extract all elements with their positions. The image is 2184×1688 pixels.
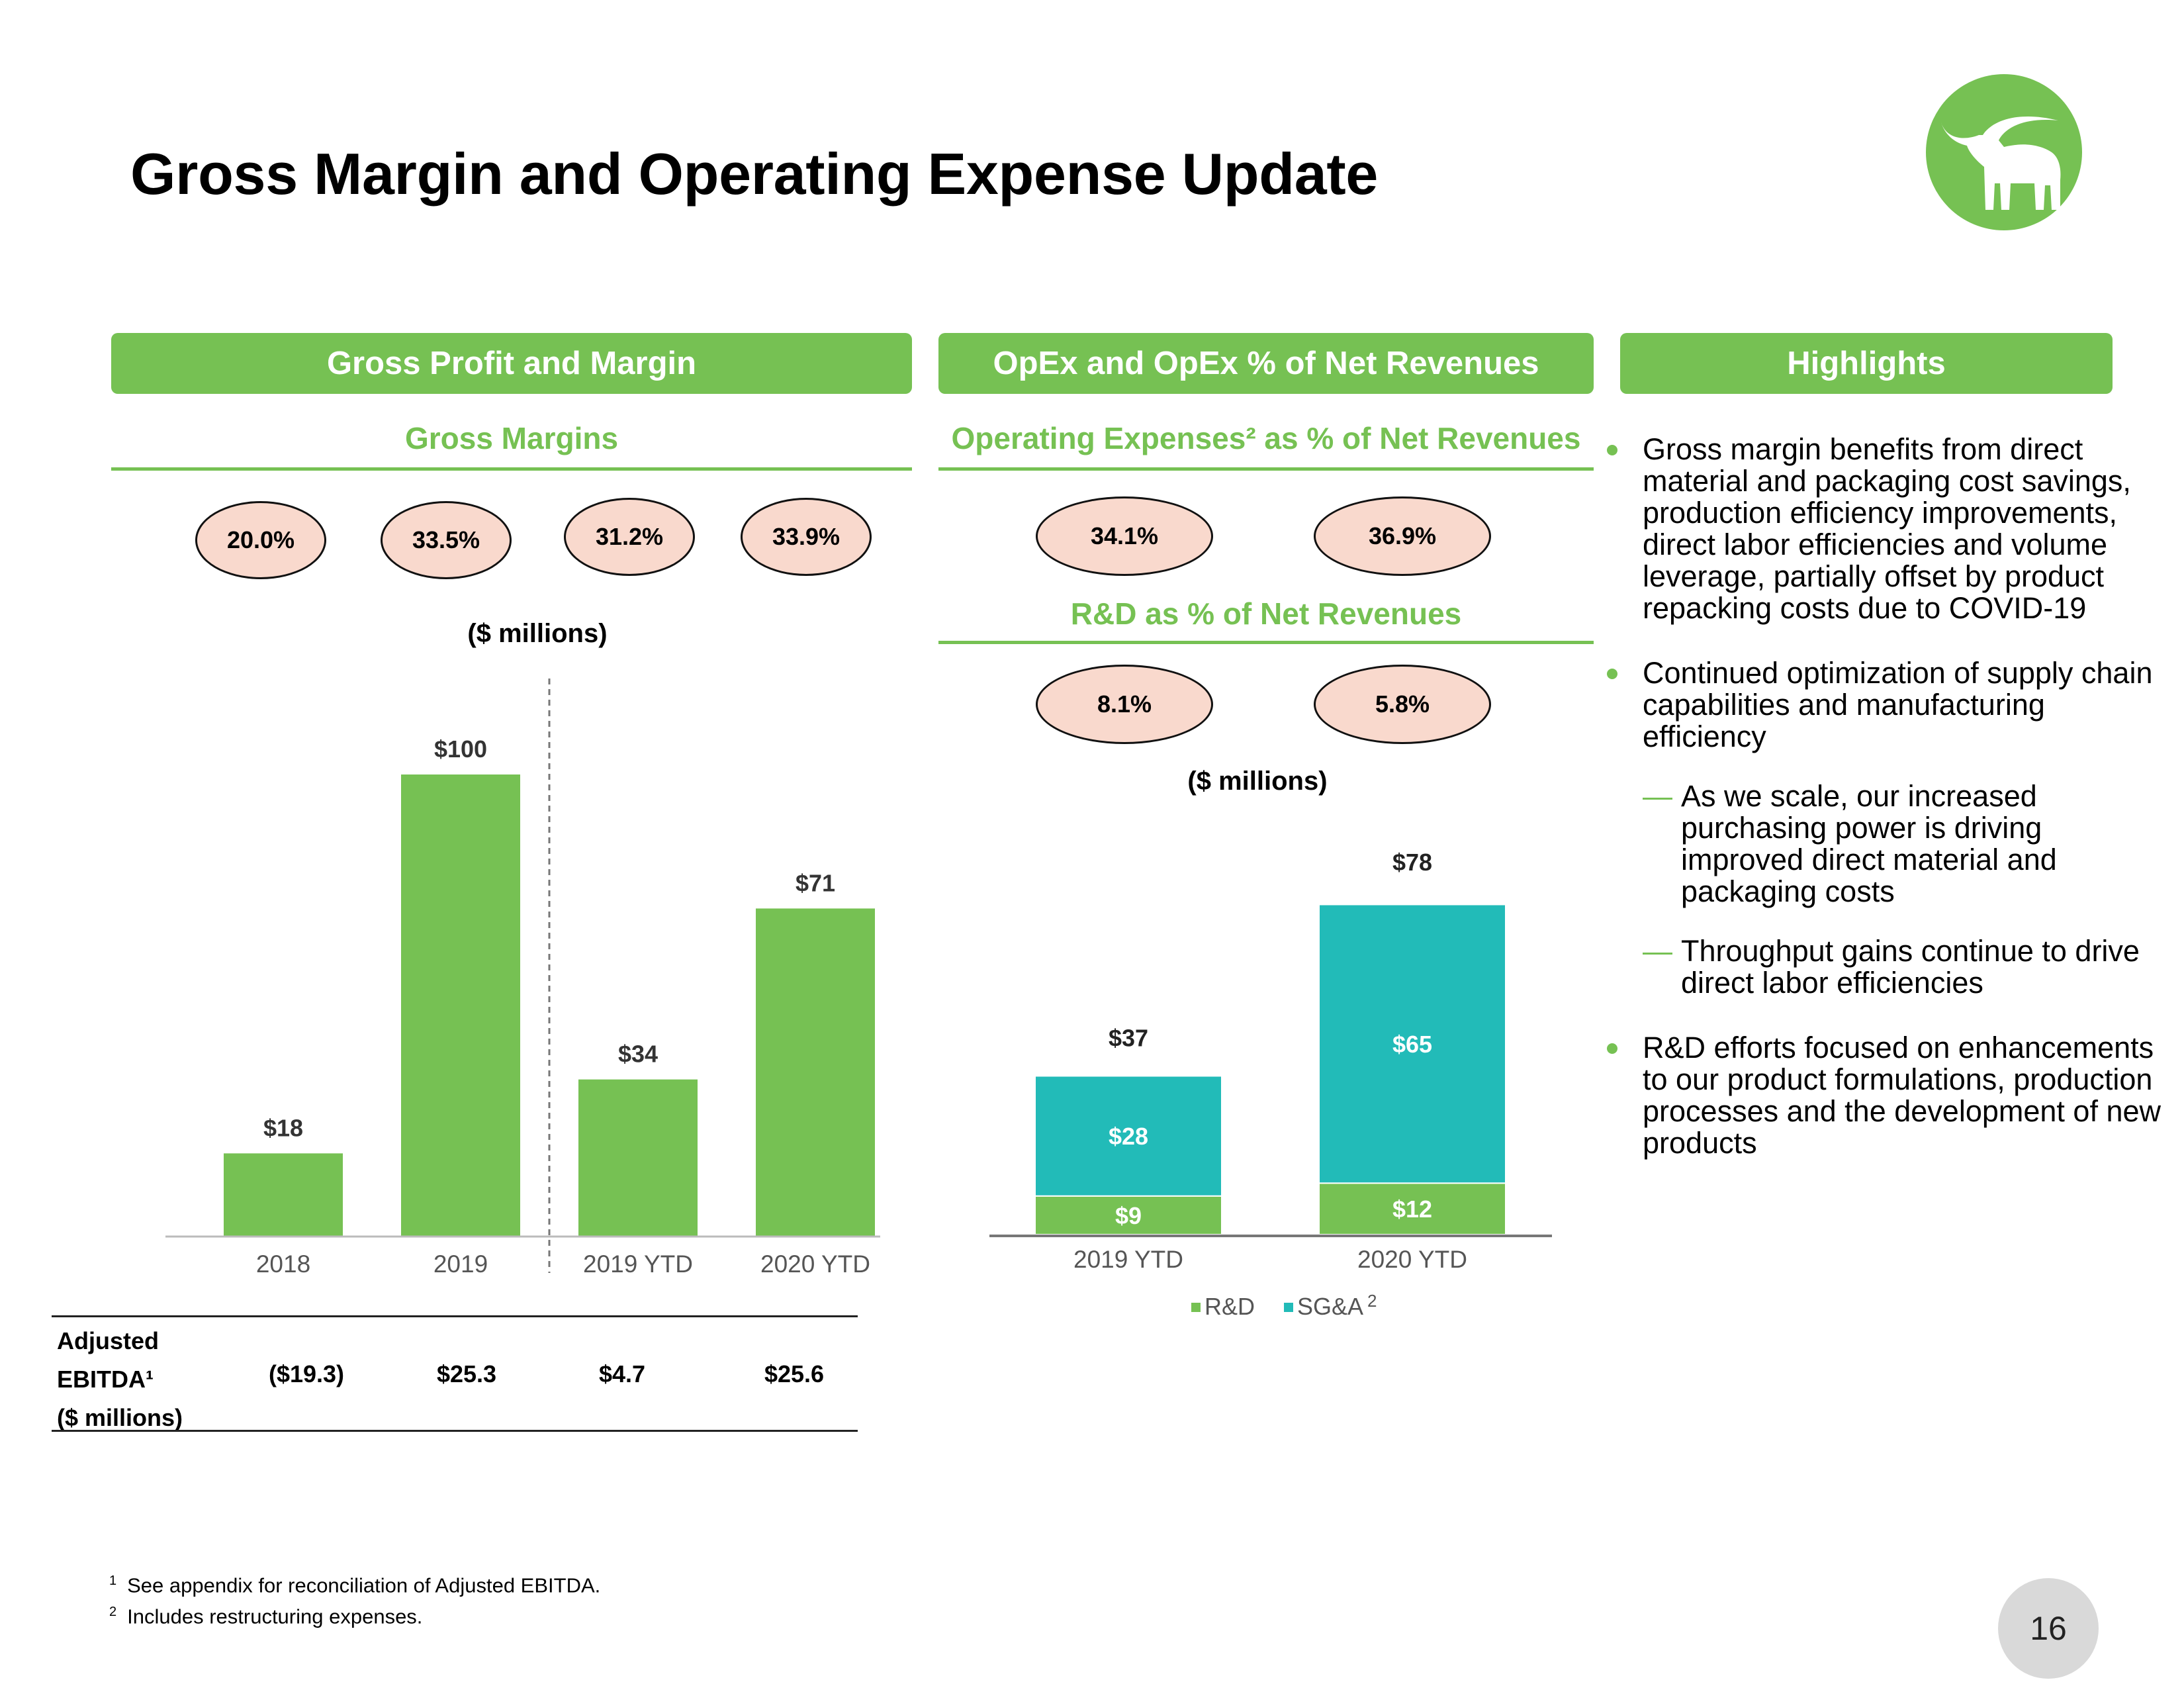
dash-marker: — [1643, 934, 1672, 968]
gross-profit-header: Gross Profit and Margin [111, 333, 912, 394]
ebitda-value-2019-ytd: $4.7 [598, 1360, 646, 1387]
legend-label: R&D [1205, 1293, 1255, 1320]
rd-pct-oval-2020-ytd: 5.8% [1314, 665, 1491, 744]
footnote-1: 1 See appendix for reconciliation of Adju… [109, 1568, 600, 1599]
ebitda-value-2019: $25.3 [436, 1360, 497, 1387]
margin-oval-2019: 33.5% [381, 501, 512, 579]
x-tick-label: 2019 YTD [583, 1250, 693, 1278]
opex-subheader: Operating Expenses² as % of Net Revenues [951, 421, 1581, 455]
segment-value-label: $9 [1115, 1202, 1142, 1229]
x-tick-label: 2020 YTD [1357, 1246, 1467, 1273]
x-tick-label: 2020 YTD [760, 1250, 870, 1278]
opex-pct-oval-2019-ytd: 34.1% [1036, 496, 1213, 576]
opex-header: OpEx and OpEx % of Net Revenues [938, 333, 1594, 394]
margin-oval-2020-ytd: 33.9% [741, 498, 872, 576]
opex-pct-oval-2020-ytd: 36.9% [1314, 496, 1491, 576]
bar-2020-ytd [756, 908, 875, 1237]
highlight-sub-text: Throughput gains continue to drive direc… [1681, 934, 2140, 1000]
ebitda-top-rule [52, 1315, 858, 1317]
opex-units: ($ millions) [1187, 767, 1328, 796]
legend-swatch [1284, 1303, 1293, 1312]
highlight-bullet: Continued optimization of supply chain c… [1602, 657, 2164, 753]
segment-value-label: $12 [1392, 1196, 1432, 1223]
highlight-bullet: Gross margin benefits from direct materi… [1602, 434, 2164, 624]
bar-2018 [224, 1153, 343, 1237]
bar-value-label: $18 [263, 1114, 303, 1141]
bar-value-label: $100 [434, 735, 487, 763]
footnote-mark: 1 [109, 1573, 117, 1588]
ebitda-bottom-rule [52, 1430, 858, 1432]
highlight-sub-text: As we scale, our increased purchasing po… [1681, 779, 2057, 908]
gross-profit-chart: $18 2018 $100 2019 $34 2019 YTD $71 2020 YTD [165, 679, 880, 1278]
x-tick-label: 2019 YTD [1073, 1246, 1183, 1273]
bar-value-label: $71 [796, 869, 835, 896]
bar-segment-sga-2020-ytd [1318, 904, 1506, 1184]
legend-swatch [1191, 1303, 1201, 1312]
segment-value-label: $28 [1109, 1123, 1148, 1150]
gross-profit-units: ($ millions) [467, 619, 608, 648]
ebitda-value-2020-ytd: $25.6 [764, 1360, 825, 1387]
bar-segment-sga-2019-ytd [1034, 1075, 1222, 1197]
ebitda-value-2018: ($19.3) [268, 1360, 345, 1387]
ebitda-label-line: EBITDA¹ [57, 1366, 154, 1393]
ebitda-label-line: ($ millions) [57, 1404, 183, 1431]
bar-2019 [401, 774, 520, 1237]
footnote-mark: 2 [109, 1605, 117, 1620]
rd-rule [938, 641, 1594, 644]
highlights-header: Highlights [1620, 333, 2113, 394]
x-tick-label: 2018 [256, 1250, 310, 1278]
footnote-text: See appendix for reconciliation of Adjus… [127, 1573, 601, 1597]
gross-margins-subheader: Gross Margins [404, 421, 619, 455]
gross-margins-rule [111, 467, 912, 471]
opex-chart: $9 $28 $37 2019 YTD $12 $65 $78 2020 YTD R&D SG&A… [989, 849, 1552, 1320]
footnote-2: 2 Includes restructuring expenses. [109, 1599, 600, 1630]
rd-pct-oval-2019-ytd: 8.1% [1036, 665, 1213, 744]
total-value-label: $78 [1392, 849, 1432, 876]
ebitda-label: Adjusted EBITDA¹ ($ millions) [57, 1322, 183, 1437]
margin-oval-2018: 20.0% [195, 501, 326, 579]
x-tick-label: 2019 [433, 1250, 488, 1278]
total-value-label: $37 [1109, 1024, 1148, 1051]
opex-rule [938, 467, 1594, 471]
legend-label-sup: 2 [1367, 1291, 1377, 1311]
ebitda-label-line: Adjusted [57, 1327, 159, 1354]
page-title: Gross Margin and Operating Expense Updat… [130, 141, 1378, 207]
segment-value-label: $65 [1392, 1031, 1432, 1058]
footnotes: 1 See appendix for reconciliation of Adju… [109, 1568, 600, 1630]
rd-subheader: R&D as % of Net Revenues [1070, 596, 1462, 631]
highlight-bullet: R&D efforts focused on enhancements to o… [1602, 1032, 2164, 1159]
highlight-sub-bullet: — Throughput gains continue to drive dire… [1602, 935, 2164, 999]
highlights-list: Gross margin benefits from direct materi… [1602, 434, 2164, 1192]
margin-oval-2019-ytd: 31.2% [564, 498, 695, 576]
bar-2019-ytd [578, 1079, 698, 1237]
highlight-sub-bullet: — As we scale, our increased purchasing p… [1602, 780, 2164, 908]
legend-label: SG&A 2 [1297, 1291, 1377, 1320]
longhorn-steer-icon [1926, 74, 2082, 230]
dash-marker: — [1643, 779, 1672, 813]
footnote-text: Includes restructuring expenses. [127, 1605, 423, 1628]
page-number: 16 [1998, 1578, 2099, 1679]
bar-value-label: $34 [618, 1041, 658, 1068]
